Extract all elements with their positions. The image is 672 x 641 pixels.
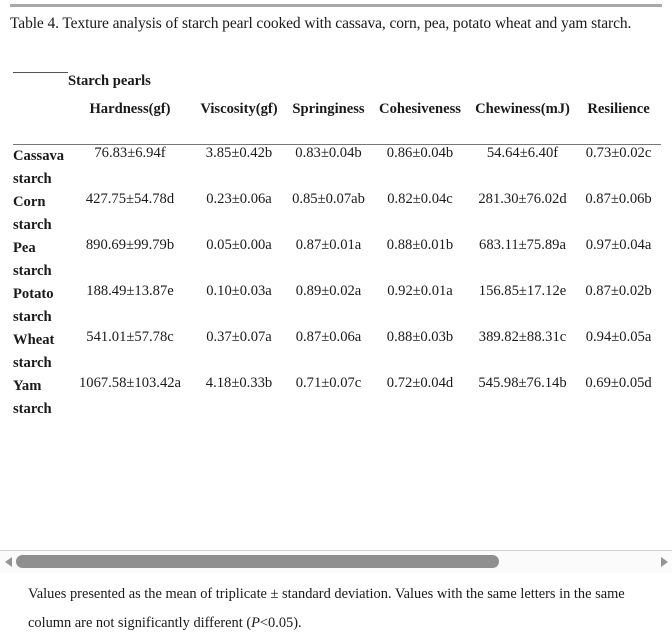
column-header-resilience: Resilience <box>576 89 662 145</box>
scroll-right-arrow-icon[interactable] <box>656 551 672 573</box>
table-row: Potato starch 188.49±13.87e 0.10±0.03a 0… <box>13 283 661 329</box>
table-row: Wheat starch 541.01±57.78c 0.37±0.07a 0.… <box>13 329 661 375</box>
row-label-cassava-starch: Cassava starch <box>13 147 65 187</box>
cell-potato-viscosity: 0.10±0.03a <box>206 282 272 299</box>
scrollbar-track[interactable] <box>16 551 656 573</box>
cell-corn-springiness: 0.85±0.07ab <box>292 190 365 207</box>
table-head: Starch pearls Hardness(gf) Viscosity(gf)… <box>13 72 662 145</box>
cell-corn-hardness: 427.75±54.78d <box>85 190 175 207</box>
corner-blank-cell <box>13 72 68 90</box>
rowlabel-header-blank <box>13 89 68 145</box>
column-header-chewiness: Chewiness(mJ) <box>469 89 576 145</box>
cell-yam-chewiness: 545.98±76.14b <box>478 374 567 391</box>
cell-potato-springiness: 0.89±0.02a <box>295 282 362 299</box>
row-label-yam-starch: Yam starch <box>13 377 52 417</box>
row-label-pea-starch: Pea starch <box>13 239 52 279</box>
column-header-springiness: Springiness <box>286 89 371 145</box>
row-label-corn-starch: Corn starch <box>13 193 52 233</box>
table-row: Pea starch 890.69±99.79b 0.05±0.00a 0.87… <box>13 237 661 283</box>
cell-wheat-hardness: 541.01±57.78c <box>86 328 174 345</box>
cell-corn-viscosity: 0.23±0.06a <box>206 190 272 207</box>
cell-cassava-viscosity: 3.85±0.42b <box>205 144 273 161</box>
row-label-potato-starch: Potato starch <box>13 285 54 325</box>
cell-yam-cohesiveness: 0.72±0.04d <box>386 374 454 391</box>
table-scroll-viewport[interactable]: Starch pearls Hardness(gf) Viscosity(gf)… <box>0 72 672 550</box>
row-label-wheat-starch: Wheat starch <box>13 331 55 371</box>
footnote-p-italic: P <box>251 615 260 631</box>
cell-yam-springiness: 0.71±0.07c <box>295 374 362 391</box>
table-body: Cassava starch 76.83±6.94f 3.85±0.42b 0.… <box>13 144 661 421</box>
scroll-left-arrow-icon[interactable] <box>0 551 16 573</box>
table-caption: Table 4. Texture analysis of starch pear… <box>10 15 632 32</box>
cell-potato-cohesiveness: 0.92±0.01a <box>387 282 453 299</box>
cell-wheat-chewiness: 389.82±88.31c <box>478 328 567 345</box>
cell-yam-viscosity: 4.18±0.33b <box>205 374 273 391</box>
cell-pea-springiness: 0.87±0.01a <box>295 236 362 253</box>
cell-wheat-resilience: 0.94±0.05a <box>585 328 652 345</box>
table-footnote: Values presented as the mean of triplica… <box>28 580 658 638</box>
table-row: Yam starch 1067.58±103.42a 4.18±0.33b 0.… <box>13 375 661 421</box>
horizontal-scrollbar[interactable] <box>0 550 672 573</box>
cell-corn-resilience: 0.87±0.06b <box>585 190 652 207</box>
cell-pea-resilience: 0.97±0.04a <box>585 236 652 253</box>
cell-potato-chewiness: 156.85±17.12e <box>478 282 567 299</box>
cell-cassava-chewiness: 54.64±6.40f <box>486 144 559 161</box>
table-row: Corn starch 427.75±54.78d 0.23±0.06a 0.8… <box>13 191 661 237</box>
cell-potato-hardness: 188.49±13.87e <box>86 282 174 299</box>
cell-pea-viscosity: 0.05±0.00a <box>206 236 272 253</box>
cell-cassava-hardness: 76.83±6.94f <box>94 144 166 161</box>
cell-cassava-cohesiveness: 0.86±0.04b <box>386 144 454 161</box>
cell-corn-chewiness: 281.30±76.02d <box>478 190 567 207</box>
cell-wheat-springiness: 0.87±0.06a <box>295 328 362 345</box>
column-header-viscosity: Viscosity(gf) <box>192 89 286 145</box>
cell-cassava-springiness: 0.83±0.04b <box>295 144 362 161</box>
texture-analysis-table: Starch pearls Hardness(gf) Viscosity(gf)… <box>13 72 662 421</box>
cell-cassava-resilience: 0.73±0.02c <box>585 144 652 161</box>
table-row: Cassava starch 76.83±6.94f 3.85±0.42b 0.… <box>13 144 661 191</box>
cell-pea-chewiness: 683.11±75.89a <box>479 236 566 253</box>
group-header-row: Starch pearls <box>13 72 661 90</box>
cell-pea-cohesiveness: 0.88±0.01b <box>386 236 454 253</box>
top-divider <box>10 4 662 7</box>
group-header-starch-pearls: Starch pearls <box>68 72 151 89</box>
cell-wheat-viscosity: 0.37±0.07a <box>206 328 272 345</box>
scrollbar-thumb[interactable] <box>16 555 500 568</box>
footnote-part2: <0.05). <box>259 615 302 631</box>
column-header-hardness: Hardness(gf) <box>68 89 192 145</box>
cell-potato-resilience: 0.87±0.02b <box>585 282 652 299</box>
cell-wheat-cohesiveness: 0.88±0.03b <box>386 328 454 345</box>
column-header-cohesiveness: Cohesiveness <box>371 89 469 145</box>
cell-corn-cohesiveness: 0.82±0.04c <box>387 190 453 207</box>
column-header-row: Hardness(gf) Viscosity(gf) Springiness C… <box>13 89 662 145</box>
cell-yam-hardness: 1067.58±103.42a <box>78 374 182 391</box>
cell-pea-hardness: 890.69±99.79b <box>85 236 175 253</box>
cell-yam-resilience: 0.69±0.05d <box>585 374 652 391</box>
footnote-part1: Values presented as the mean of triplica… <box>28 586 625 631</box>
